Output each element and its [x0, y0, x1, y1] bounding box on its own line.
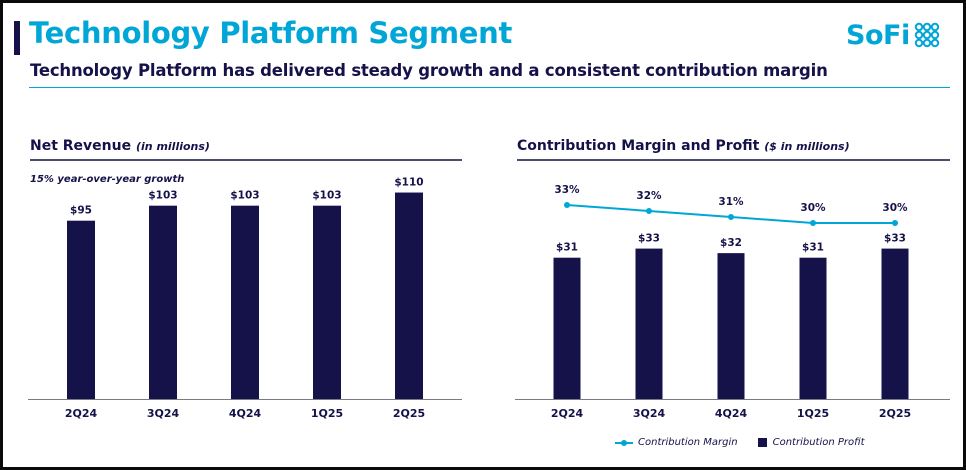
header-divider [29, 87, 950, 88]
growth-note: 15% year-over-year growth [30, 174, 185, 185]
revenue-x-tick-label: 3Q24 [147, 407, 180, 420]
revenue-x-tick-label: 1Q25 [311, 407, 343, 420]
profit-bar-label: $31 [556, 242, 578, 254]
profit-bar-label: $32 [720, 237, 742, 249]
revenue-bar [231, 205, 259, 399]
margin-x-tick-label: 2Q25 [879, 407, 911, 420]
profit-bar-label: $31 [802, 242, 824, 254]
margin-point [564, 202, 570, 208]
margin-point-label: 32% [636, 190, 662, 202]
margin-chart-units: ($ in millions) [764, 140, 850, 153]
chart-legend: Contribution Margin Contribution Profit [615, 437, 885, 448]
revenue-x-tick-label: 2Q24 [65, 407, 98, 420]
page-subtitle: Technology Platform has delivered steady… [30, 61, 828, 80]
legend-label-margin: Contribution Margin [638, 437, 738, 448]
margin-x-tick-label: 2Q24 [551, 407, 584, 420]
margin-x-tick-label: 4Q24 [715, 407, 748, 420]
profit-bar-label: $33 [884, 233, 906, 245]
logo-text: SoFi [846, 19, 910, 51]
legend-line-marker [615, 439, 633, 446]
revenue-bar-label: $110 [394, 177, 423, 189]
margin-point-label: 33% [554, 184, 580, 196]
revenue-bar-label: $103 [312, 190, 341, 202]
margin-point [892, 220, 898, 226]
revenue-bar-label: $103 [230, 190, 259, 202]
margin-point [646, 208, 652, 214]
revenue-x-tick-label: 2Q25 [393, 407, 425, 420]
margin-point [728, 214, 734, 220]
revenue-chart-title: Net Revenue (in millions) [30, 138, 210, 154]
margin-chart-title: Contribution Margin and Profit ($ in mil… [517, 138, 850, 154]
profit-bar [799, 257, 827, 399]
revenue-chart-units: (in millions) [135, 140, 210, 153]
revenue-bar [313, 205, 341, 399]
page-title: Technology Platform Segment [29, 16, 513, 50]
revenue-bar-label: $103 [148, 190, 177, 202]
revenue-bar-label: $95 [70, 205, 92, 217]
revenue-bar [395, 192, 423, 399]
profit-bar [717, 253, 745, 399]
revenue-x-tick-label: 4Q24 [229, 407, 262, 420]
title-accent-bar [14, 21, 20, 55]
charts-canvas: $95 2Q24 $103 3Q24 $103 4Q24 $103 1Q25 $110 2Q25 $… [28, 177, 950, 420]
legend-item-margin: Contribution Margin [615, 437, 738, 448]
revenue-chart-title-text: Net Revenue [30, 138, 132, 154]
margin-chart-title-text: Contribution Margin and Profit [517, 138, 760, 154]
sofi-logo: SoFi [846, 19, 940, 51]
margin-point-label: 30% [800, 202, 826, 214]
margin-point-label: 30% [882, 202, 908, 214]
profit-bar [553, 257, 581, 399]
margin-chart-divider [517, 159, 950, 161]
legend-item-profit: Contribution Profit [757, 437, 865, 448]
margin-point-label: 31% [718, 196, 744, 208]
profit-bar [881, 248, 909, 399]
legend-label-profit: Contribution Profit [772, 437, 865, 448]
revenue-bar [67, 220, 95, 399]
margin-x-tick-label: 1Q25 [797, 407, 829, 420]
profit-bar-label: $33 [638, 233, 660, 245]
profit-bar [635, 248, 663, 399]
revenue-chart-divider [30, 159, 462, 161]
margin-point [810, 220, 816, 226]
sofi-dots-icon [914, 22, 939, 48]
legend-box-marker [757, 438, 767, 447]
revenue-bar [149, 205, 177, 399]
margin-x-tick-label: 3Q24 [633, 407, 666, 420]
